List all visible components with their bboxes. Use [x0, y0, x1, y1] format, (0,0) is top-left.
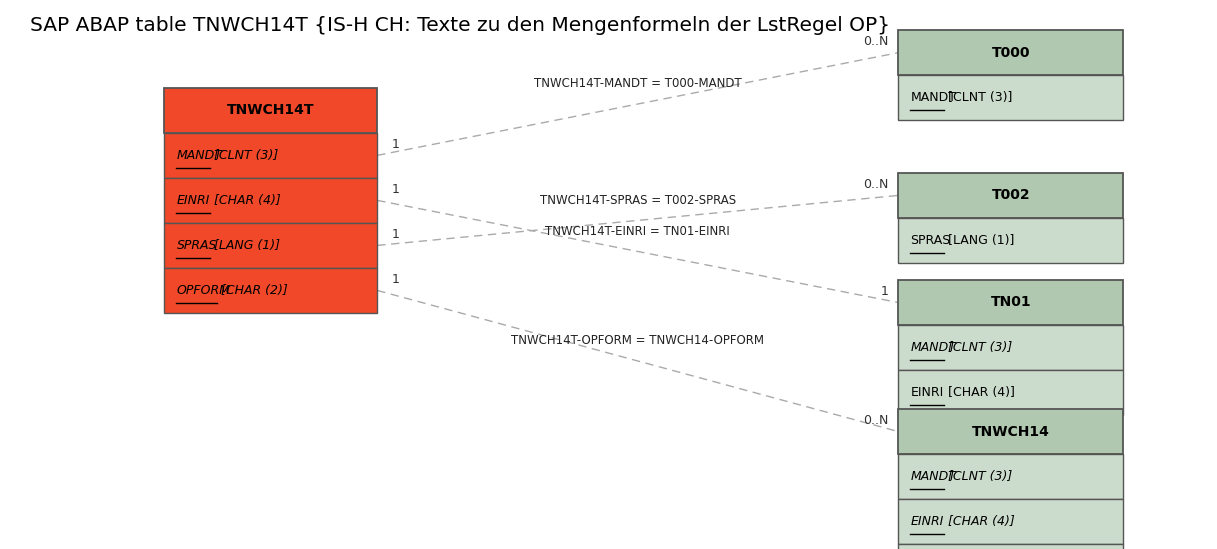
Text: MANDT: MANDT	[910, 341, 957, 354]
Text: 1: 1	[881, 285, 888, 298]
Bar	[898, 173, 1123, 218]
Text: 1: 1	[392, 228, 399, 241]
Text: TNWCH14T-SPRAS = T002-SPRAS: TNWCH14T-SPRAS = T002-SPRAS	[539, 194, 736, 206]
Text: 1: 1	[392, 138, 399, 151]
Text: [CHAR (2)]: [CHAR (2)]	[217, 284, 287, 297]
Bar	[164, 133, 377, 178]
Bar	[898, 325, 1123, 370]
Text: TNWCH14T-OPFORM = TNWCH14-OPFORM: TNWCH14T-OPFORM = TNWCH14-OPFORM	[511, 334, 764, 348]
Text: 0..N: 0..N	[863, 414, 888, 427]
Text: MANDT: MANDT	[176, 149, 223, 162]
Text: [CHAR (4)]: [CHAR (4)]	[209, 194, 281, 207]
Bar	[164, 88, 377, 133]
Text: TNWCH14T-MANDT = T000-MANDT: TNWCH14T-MANDT = T000-MANDT	[534, 77, 741, 90]
Text: SAP ABAP table TNWCH14T {IS-H CH: Texte zu den Mengenformeln der LstRegel OP}: SAP ABAP table TNWCH14T {IS-H CH: Texte …	[30, 16, 891, 36]
Text: SPRAS: SPRAS	[910, 234, 950, 247]
Text: [LANG (1)]: [LANG (1)]	[944, 234, 1014, 247]
Bar	[898, 454, 1123, 499]
Bar	[164, 268, 377, 313]
Text: [CHAR (4)]: [CHAR (4)]	[944, 386, 1015, 399]
Text: EINRI: EINRI	[176, 194, 209, 207]
Bar	[898, 499, 1123, 544]
Text: TN01: TN01	[991, 295, 1031, 310]
Bar	[164, 223, 377, 268]
Bar	[898, 75, 1123, 120]
Bar	[898, 280, 1123, 325]
Text: 0..N: 0..N	[863, 35, 888, 48]
Bar	[898, 218, 1123, 263]
Text: MANDT: MANDT	[910, 470, 957, 483]
Text: [CLNT (3)]: [CLNT (3)]	[944, 341, 1013, 354]
Bar	[898, 409, 1123, 454]
Bar	[898, 30, 1123, 75]
Bar	[164, 178, 377, 223]
Text: [LANG (1)]: [LANG (1)]	[209, 239, 280, 252]
Text: [CLNT (3)]: [CLNT (3)]	[944, 470, 1013, 483]
Bar	[898, 370, 1123, 415]
Text: T000: T000	[992, 46, 1030, 60]
Text: 1: 1	[392, 273, 399, 286]
Text: 1: 1	[392, 183, 399, 196]
Text: TNWCH14T-EINRI = TN01-EINRI: TNWCH14T-EINRI = TN01-EINRI	[545, 225, 730, 238]
Text: [CHAR (4)]: [CHAR (4)]	[944, 515, 1015, 528]
Text: TNWCH14T: TNWCH14T	[228, 103, 314, 117]
Text: T002: T002	[992, 188, 1030, 203]
Text: EINRI: EINRI	[910, 515, 943, 528]
Text: SPRAS: SPRAS	[176, 239, 217, 252]
Text: [CLNT (3)]: [CLNT (3)]	[209, 149, 279, 162]
Text: MANDT: MANDT	[910, 91, 957, 104]
Text: 0..N: 0..N	[863, 178, 888, 191]
Text: OPFORM: OPFORM	[176, 284, 230, 297]
Text: TNWCH14: TNWCH14	[972, 424, 1049, 439]
Text: [CLNT (3)]: [CLNT (3)]	[944, 91, 1013, 104]
Text: EINRI: EINRI	[910, 386, 943, 399]
Bar	[898, 544, 1123, 549]
